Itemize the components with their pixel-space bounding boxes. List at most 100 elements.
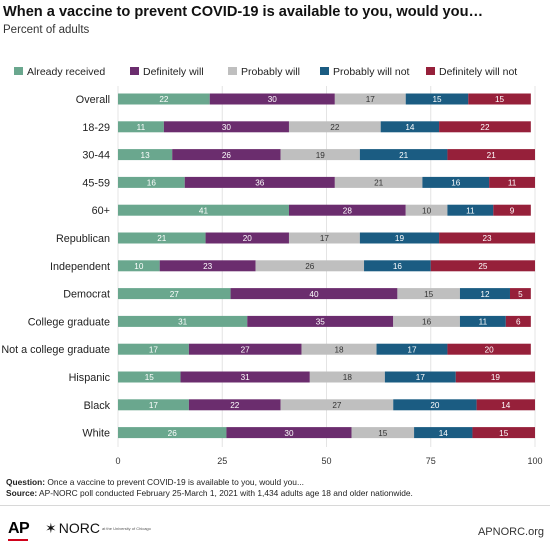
bar-segment: [351, 427, 415, 439]
data-label: 30: [268, 95, 278, 104]
footnote: Question: Once a vaccine to prevent COVI…: [6, 477, 413, 499]
source-label: Source:: [6, 488, 38, 498]
category-label: Republican: [56, 233, 110, 245]
bar-segment: [439, 121, 531, 133]
data-label: 16: [147, 179, 157, 188]
chart-title: When a vaccine to prevent COVID-19 is av…: [3, 4, 484, 20]
data-label: 18: [334, 345, 344, 354]
data-label: 23: [482, 234, 492, 243]
stacked-bar-chart: 0 25 50 75 100 Already received Definitely wil…: [1, 66, 542, 466]
bar-segment: [459, 315, 506, 327]
category-label: 45-59: [82, 177, 110, 189]
data-label: 15: [424, 290, 434, 299]
data-label: 21: [157, 234, 167, 243]
bar-segment: [505, 315, 531, 327]
bar-segment: [376, 343, 448, 355]
bar-segment: [184, 176, 335, 188]
data-label: 11: [508, 179, 517, 188]
category-label: 60+: [92, 205, 110, 217]
norc-star-icon: ✶: [45, 520, 57, 536]
question-text: Once a vaccine to prevent COVID-19 is av…: [45, 477, 304, 487]
data-label: 11: [479, 318, 488, 327]
data-label: 19: [491, 373, 501, 382]
data-label: 15: [432, 95, 442, 104]
category-label: College graduate: [28, 316, 110, 328]
data-label: 10: [134, 262, 144, 271]
bar-segment: [468, 93, 531, 105]
legend-swatch: [426, 67, 435, 75]
data-label: 23: [203, 262, 213, 271]
legend-label: Probably will: [241, 66, 300, 78]
x-tick-label: 75: [426, 456, 436, 466]
data-label: 20: [430, 401, 440, 410]
footer-divider: [0, 505, 550, 506]
bar-segment: [163, 121, 289, 133]
data-label: 41: [199, 206, 209, 215]
question-label: Question:: [6, 477, 46, 487]
legend-label: Definitely will: [143, 66, 204, 78]
bar-segment: [472, 427, 535, 439]
bar-segment: [118, 232, 206, 244]
category-label: 30-44: [82, 150, 110, 162]
bar-segment: [334, 176, 423, 188]
data-label: 27: [241, 345, 251, 354]
bar-segment: [489, 176, 535, 188]
data-label: 19: [395, 234, 405, 243]
bar-segment: [509, 288, 531, 300]
bar-segment: [447, 343, 531, 355]
data-label: 22: [330, 123, 340, 132]
bar-segment: [430, 260, 535, 272]
data-label: 17: [320, 234, 330, 243]
legend-label: Already received: [27, 66, 105, 78]
data-label: 16: [451, 179, 461, 188]
ap-logo-bar: [8, 539, 28, 541]
data-label: 21: [374, 179, 384, 188]
bar-segment: [118, 315, 248, 327]
bar-segment: [288, 204, 406, 216]
bar-segment: [159, 260, 256, 272]
x-tick-label: 50: [321, 456, 331, 466]
data-label: 10: [422, 206, 432, 215]
data-label: 14: [405, 123, 415, 132]
bar-segment: [118, 204, 289, 216]
bar-segment: [439, 232, 535, 244]
data-label: 30: [284, 429, 294, 438]
category-label: Overall: [76, 94, 110, 106]
source-text: AP-NORC poll conducted February 25-March…: [37, 488, 413, 498]
data-label: 27: [170, 290, 180, 299]
bar-segment: [414, 427, 473, 439]
legend-label: Definitely will not: [439, 66, 517, 78]
data-label: 12: [480, 290, 490, 299]
bar-segment: [334, 93, 406, 105]
bar-segment: [455, 371, 535, 383]
data-label: 16: [393, 262, 403, 271]
legend-swatch: [320, 67, 329, 75]
x-tick-label: 25: [217, 456, 227, 466]
bar-segment: [188, 399, 281, 411]
x-tick-label: 100: [527, 456, 542, 466]
bar-segment: [397, 288, 460, 300]
bar-segment: [359, 149, 448, 161]
bar-segment: [393, 399, 477, 411]
bar-segment: [309, 371, 385, 383]
data-label: 40: [309, 290, 319, 299]
data-label: 26: [222, 151, 232, 160]
data-label: 20: [243, 234, 253, 243]
data-label: 14: [501, 401, 511, 410]
bar-segment: [118, 371, 181, 383]
data-label: 30: [222, 123, 232, 132]
data-label: 17: [149, 345, 159, 354]
norc-logo-subtext: at the University of Chicago: [101, 526, 151, 532]
site-link[interactable]: APNORC.org: [477, 526, 544, 538]
bar-segment: [447, 149, 535, 161]
bar-segment: [118, 427, 227, 439]
legend-swatch: [228, 67, 237, 75]
data-label: 14: [439, 429, 449, 438]
data-label: 17: [149, 401, 159, 410]
data-label: 22: [230, 401, 240, 410]
data-label: 21: [399, 151, 409, 160]
bar-segment: [205, 232, 289, 244]
norc-logo-text: NORC: [58, 520, 100, 536]
category-label: 18-29: [82, 122, 110, 134]
bar-segment: [209, 93, 335, 105]
